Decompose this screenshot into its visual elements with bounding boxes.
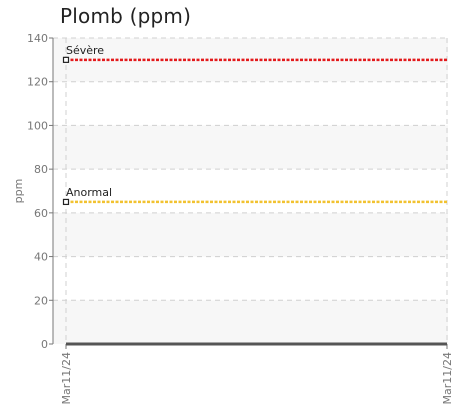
x-tick-label: Mar11/24 [441, 352, 454, 404]
chart-title: Plomb (ppm) [60, 4, 192, 28]
y-tick-label: 40 [34, 251, 48, 264]
y-tick-label: 100 [27, 119, 48, 132]
plot-band [53, 300, 448, 344]
threshold-label: Anormal [66, 186, 112, 199]
y-tick-label: 0 [41, 338, 48, 351]
threshold-marker [62, 56, 70, 63]
threshold-marker [62, 198, 70, 206]
y-tick-label: 120 [27, 76, 48, 89]
y-tick-label: 20 [34, 294, 48, 307]
plot-band [53, 212, 448, 257]
y-tick-label: 60 [34, 207, 48, 220]
y-tick-label: 140 [27, 32, 48, 45]
plot-band [53, 125, 448, 170]
y-axis-label: ppm [12, 179, 25, 204]
y-tick-label: 80 [34, 163, 48, 176]
threshold-label: Sévère [66, 44, 104, 57]
x-tick-label: Mar11/24 [60, 352, 73, 404]
